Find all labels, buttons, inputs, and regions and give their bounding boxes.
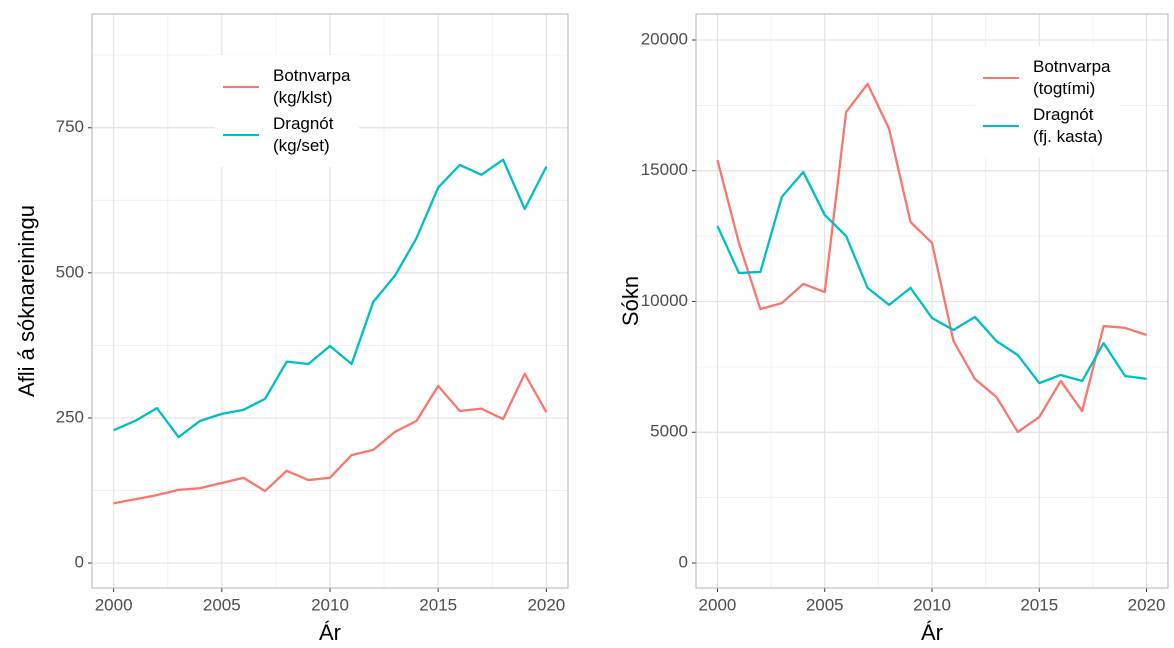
legend: Botnvarpa (togtími) Dragnót (fj. kasta) <box>975 46 1119 158</box>
series-line <box>113 158 548 439</box>
x-axis-title: Ár <box>319 620 341 645</box>
y-axis-title: Sókn <box>618 276 643 326</box>
y-tick-label: 15000 <box>641 160 688 179</box>
x-tick-label: 2000 <box>95 595 133 614</box>
y-tick-label: 250 <box>56 407 84 426</box>
x-tick-label: 2010 <box>311 595 349 614</box>
y-tick-label: 0 <box>679 552 688 571</box>
legend-key <box>983 77 1019 79</box>
legend-label: Dragnót (fj. kasta) <box>1033 105 1103 146</box>
x-tick-label: 2015 <box>419 595 457 614</box>
legend-item: Dragnót (kg/set) <box>223 113 351 157</box>
y-tick-label: 20000 <box>641 29 688 48</box>
x-tick-label: 2010 <box>913 595 951 614</box>
series-line <box>716 170 1147 385</box>
legend-key <box>223 86 259 88</box>
panel-border <box>91 13 569 589</box>
y-axis-title: Afli á sóknareiningu <box>14 205 39 397</box>
x-tick-label: 2020 <box>1128 595 1166 614</box>
y-tick-label: 0 <box>75 553 84 572</box>
panel-border <box>695 13 1169 589</box>
legend-item: Dragnót (fj. kasta) <box>983 104 1111 148</box>
x-tick-label: 2000 <box>699 595 737 614</box>
legend: Botnvarpa (kg/klst) Dragnót (kg/set) <box>215 55 359 167</box>
y-tick-label: 10000 <box>641 291 688 310</box>
legend-item: Botnvarpa (togtími) <box>983 56 1111 100</box>
legend-key <box>223 134 259 136</box>
x-tick-label: 2005 <box>203 595 241 614</box>
x-axis-title: Ár <box>921 620 943 645</box>
legend-item: Botnvarpa (kg/klst) <box>223 65 351 109</box>
x-tick-label: 2020 <box>527 595 565 614</box>
legend-key <box>983 125 1019 127</box>
legend-label: Botnvarpa (kg/klst) <box>273 66 351 107</box>
x-tick-label: 2015 <box>1020 595 1058 614</box>
series-line <box>716 82 1147 434</box>
x-tick-label: 2005 <box>806 595 844 614</box>
series-line <box>113 372 548 505</box>
y-tick-label: 500 <box>56 262 84 281</box>
y-tick-label: 5000 <box>650 422 688 441</box>
legend-label: Dragnót (kg/set) <box>273 114 334 155</box>
legend-label: Botnvarpa (togtími) <box>1033 57 1111 98</box>
y-tick-label: 750 <box>56 117 84 136</box>
